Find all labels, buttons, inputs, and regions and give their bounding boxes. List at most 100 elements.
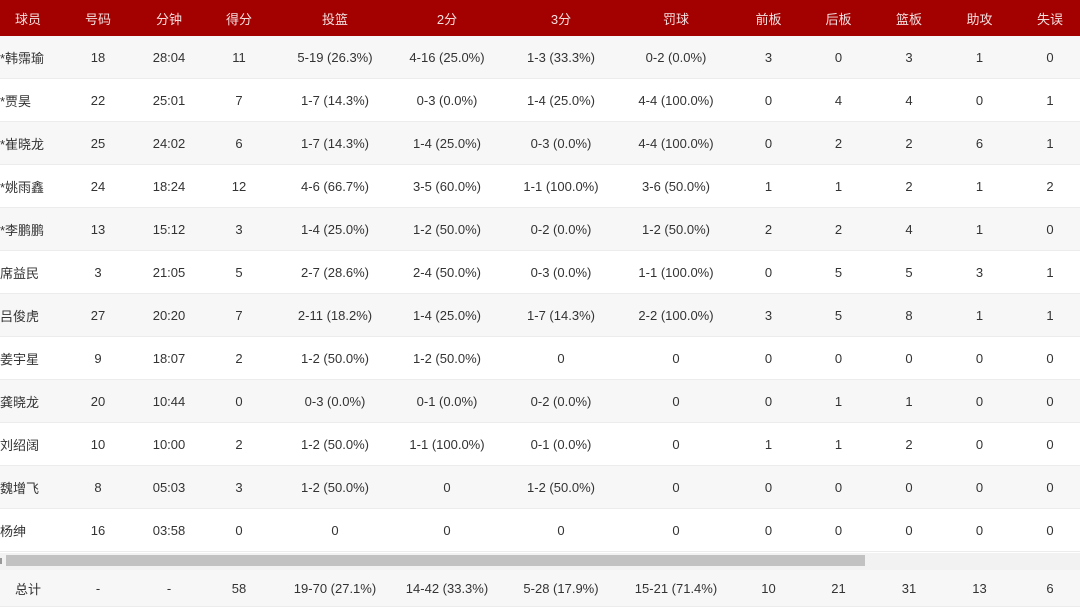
table-row: *崔晓龙 25 24:02 6 1-7 (14.3%) 1-4 (25.0%) 0-3 (0… <box>0 121 1080 165</box>
stat-cell: 18:07 <box>140 336 198 380</box>
stat-cell: 27 <box>56 293 140 337</box>
stat-cell: 5 <box>198 250 280 294</box>
stat-cell: 1-4 (25.0%) <box>280 207 390 251</box>
stat-cell: 0-2 (0.0%) <box>618 36 734 79</box>
table-row: 席益民 3 21:05 5 2-7 (28.6%) 2-4 (50.0%) 0-3 (0.0… <box>0 250 1080 294</box>
column-header: 分钟 <box>140 0 198 36</box>
column-header: 助攻 <box>944 0 1015 36</box>
stat-cell: 4 <box>803 78 874 122</box>
stat-cell: 3 <box>734 293 803 337</box>
player-name: 杨绅 <box>0 508 56 552</box>
table-row: *韩霈瑜 18 28:04 11 5-19 (26.3%) 4-16 (25.0%) 1-3… <box>0 36 1080 79</box>
column-header: 后板 <box>803 0 874 36</box>
stat-cell: 12 <box>198 164 280 208</box>
stat-cell: 0-3 (0.0%) <box>390 78 504 122</box>
stat-cell: 1-2 (50.0%) <box>618 207 734 251</box>
column-header: 前板 <box>734 0 803 36</box>
stat-cell: 0 <box>803 36 874 79</box>
player-name: *贾昊 <box>0 78 56 122</box>
stat-cell: 18:24 <box>140 164 198 208</box>
total-cell: 14-42 (33.3%) <box>390 570 504 607</box>
stat-cell: 1-2 (50.0%) <box>280 422 390 466</box>
stat-cell: 0 <box>198 379 280 423</box>
stat-cell: 0 <box>280 508 390 552</box>
stat-cell: 24:02 <box>140 121 198 165</box>
stat-cell: 3 <box>198 207 280 251</box>
stat-cell: 2 <box>1015 164 1080 208</box>
stat-cell: 1-1 (100.0%) <box>504 164 618 208</box>
stat-cell: 1-7 (14.3%) <box>504 293 618 337</box>
stat-cell: 3 <box>944 250 1015 294</box>
stat-cell: 1-7 (14.3%) <box>280 78 390 122</box>
stat-cell: 15:12 <box>140 207 198 251</box>
stat-cell: 2 <box>198 336 280 380</box>
stat-cell: 1 <box>1015 121 1080 165</box>
stat-cell: 3 <box>198 465 280 509</box>
total-cell: - <box>56 570 140 607</box>
stat-cell: 0 <box>618 422 734 466</box>
stat-cell: 2 <box>803 121 874 165</box>
stat-cell: 25 <box>56 121 140 165</box>
stat-cell: 2 <box>734 207 803 251</box>
stat-cell: 0 <box>1015 207 1080 251</box>
stat-cell: 0 <box>734 508 803 552</box>
player-name: 席益民 <box>0 250 56 294</box>
column-header: 篮板 <box>874 0 944 36</box>
stat-cell: 9 <box>56 336 140 380</box>
stat-cell: 05:03 <box>140 465 198 509</box>
scroll-left-arrow-icon[interactable] <box>0 558 2 564</box>
stat-cell: 10:44 <box>140 379 198 423</box>
stat-cell: 0 <box>734 379 803 423</box>
player-name: *韩霈瑜 <box>0 36 56 79</box>
stat-cell: 3 <box>734 36 803 79</box>
stat-cell: 3 <box>874 36 944 79</box>
stat-cell: 0 <box>1015 336 1080 380</box>
total-cell: - <box>140 570 198 607</box>
stat-cell: 1 <box>734 422 803 466</box>
stat-cell: 5 <box>874 250 944 294</box>
stat-cell: 5 <box>803 250 874 294</box>
stat-cell: 0-2 (0.0%) <box>504 207 618 251</box>
stat-cell: 1-2 (50.0%) <box>280 336 390 380</box>
scrollbar-thumb[interactable] <box>6 555 865 566</box>
column-header: 号码 <box>56 0 140 36</box>
column-header: 3分 <box>504 0 618 36</box>
stat-cell: 0 <box>734 250 803 294</box>
stat-cell: 0 <box>618 508 734 552</box>
stat-cell: 18 <box>56 36 140 79</box>
stat-cell: 1 <box>944 293 1015 337</box>
stat-cell: 1-2 (50.0%) <box>280 465 390 509</box>
table-row: 姜宇星 9 18:07 2 1-2 (50.0%) 1-2 (50.0%) 0 0 0 0 0 0 0 <box>0 336 1080 380</box>
horizontal-scrollbar[interactable] <box>0 553 1080 570</box>
stat-cell: 0 <box>390 465 504 509</box>
box-score-table: 球员 号码 分钟 得分 投篮 2分 3分 罚球 前板 后板 篮板 助攻 失误 *韩霈瑜 18 28:04 11… <box>0 0 1080 552</box>
column-header: 2分 <box>390 0 504 36</box>
stat-cell: 1 <box>1015 293 1080 337</box>
total-cell: 13 <box>944 570 1015 607</box>
player-name: *李鹏鹏 <box>0 207 56 251</box>
stat-cell: 0-3 (0.0%) <box>280 379 390 423</box>
table-row: 刘绍阔 10 10:00 2 1-2 (50.0%) 1-1 (100.0%) 0-1 (0… <box>0 422 1080 466</box>
total-label: 总计 <box>0 570 56 607</box>
table-row: 杨绅 16 03:58 0 0 0 0 0 0 0 0 0 0 <box>0 508 1080 552</box>
header-row: 球员 号码 分钟 得分 投篮 2分 3分 罚球 前板 后板 篮板 助攻 失误 <box>0 0 1080 36</box>
stat-cell: 25:01 <box>140 78 198 122</box>
column-header: 得分 <box>198 0 280 36</box>
stat-cell: 0 <box>734 121 803 165</box>
stat-cell: 4-4 (100.0%) <box>618 78 734 122</box>
stat-cell: 2 <box>874 422 944 466</box>
stat-cell: 0 <box>198 508 280 552</box>
stat-cell: 4 <box>874 207 944 251</box>
stat-cell: 0 <box>944 508 1015 552</box>
stat-cell: 0 <box>1015 36 1080 79</box>
stat-cell: 7 <box>198 293 280 337</box>
stat-cell: 2-11 (18.2%) <box>280 293 390 337</box>
stat-cell: 10 <box>56 422 140 466</box>
stat-cell: 0 <box>944 465 1015 509</box>
stat-cell: 11 <box>198 36 280 79</box>
stat-cell: 3-5 (60.0%) <box>390 164 504 208</box>
stat-cell: 0 <box>504 336 618 380</box>
stat-cell: 22 <box>56 78 140 122</box>
table-row: 吕俊虎 27 20:20 7 2-11 (18.2%) 1-4 (25.0%) 1-7 (1… <box>0 293 1080 337</box>
stat-cell: 7 <box>198 78 280 122</box>
